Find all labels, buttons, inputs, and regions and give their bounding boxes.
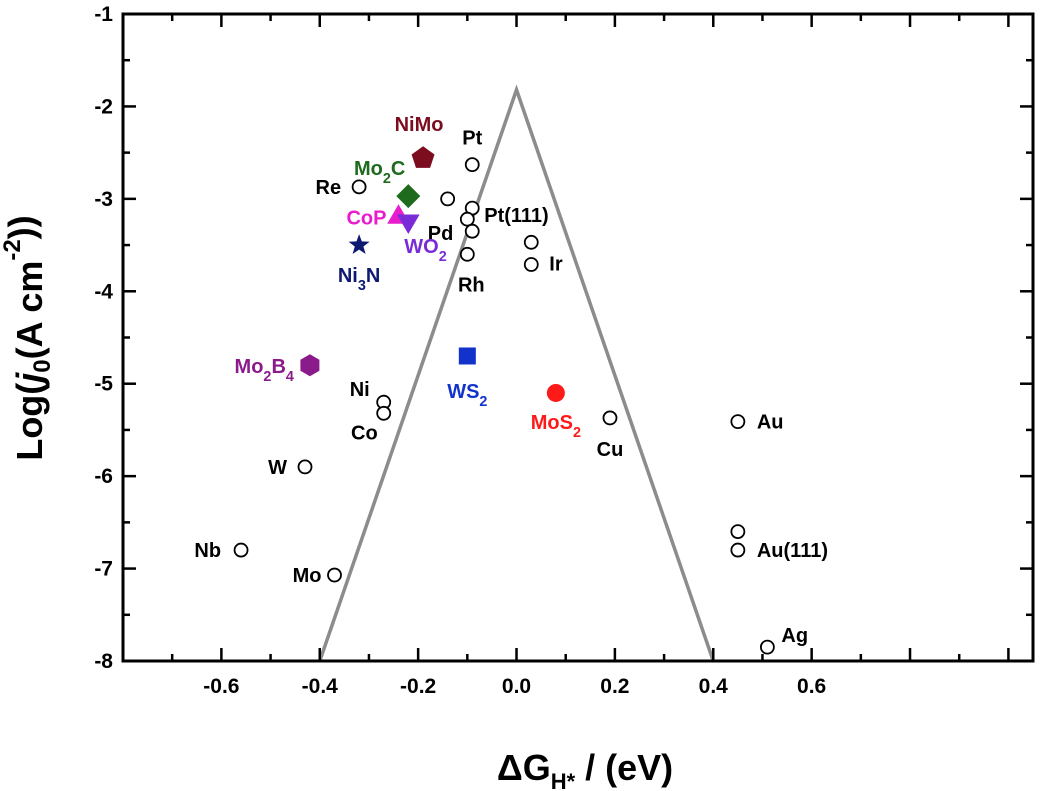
metal-label: Co [351,422,378,444]
x-tick-label: 0.0 [502,675,531,698]
points-layer [233,146,775,655]
metal-point [602,410,618,426]
compound-point [396,184,421,209]
metal-label: Ni [350,379,370,401]
y-tick-label: -6 [94,465,113,488]
metal-label: W [268,457,287,479]
metal-point [459,211,475,227]
y-tick-label: -2 [94,95,113,118]
metal-point [523,257,539,272]
compound-label: Mo2C [354,158,405,187]
compound-point [300,354,320,377]
metal-point [523,234,539,250]
x-tick-label: -0.6 [203,675,239,698]
x-tick-label: -0.2 [400,675,436,698]
volcano-line [318,84,715,661]
metal-label: Nb [194,540,221,562]
y-tick-label: -1 [94,3,113,26]
metal-label: Ir [549,253,563,275]
x-tick-label: 0.6 [797,675,826,698]
metal-point [233,542,249,558]
metal-point [440,191,456,207]
metal-point [730,542,746,558]
volcano-line-layer [318,84,715,661]
axes-layer: -0.6 -0.4 -0.2 0.0 0.2 0.4 0.6 -1 -2 -3 -4 -5 -6 -7 -8 [94,3,1035,698]
compound-label: WO2 [404,236,446,265]
y-tick-label: -8 [94,650,113,673]
metal-point [297,459,313,475]
metal-point [351,179,367,195]
labels-layer: Pt Re Pt(111) Pd Ir Rh Ni Co W Nb Mo Cu Au Au(111) Ag N… [194,114,828,647]
compound-label: WS2 [447,381,487,410]
compound-point [458,347,476,365]
y-tick-label: -5 [94,373,113,396]
metal-point [464,157,480,173]
compound-point [348,234,370,254]
metal-label: Au [757,412,784,434]
metal-point [759,639,775,655]
metal-point [327,567,342,583]
compound-label: NiMo [395,114,444,136]
metal-label: Cu [597,439,624,461]
compound-point [397,214,420,234]
compound-label: CoP [346,207,386,229]
compound-label: MoS2 [531,412,581,441]
metal-label: Pt [462,128,482,150]
metal-point [730,524,746,539]
metal-point [459,246,475,262]
compound-point [411,146,435,168]
metal-label: Pd [428,223,454,245]
metal-label: Au(111) [757,540,828,562]
metal-point [376,405,392,421]
y-tick-label: -3 [94,188,113,211]
x-tick-label: 0.4 [699,675,729,698]
compound-point [546,383,565,402]
metal-label: Re [316,177,342,199]
y-tick-label: -4 [94,280,113,303]
metal-label: Rh [458,274,485,296]
metal-label: Mo [293,565,322,587]
plot-frame [121,12,1035,663]
compound-label: Ni3N [338,265,380,294]
x-tick-label: 0.2 [600,675,629,698]
metal-label: Pt(111) [484,205,548,227]
x-axis-title: ΔGH* / (eV) [497,747,673,791]
x-tick-label: -0.4 [302,675,339,698]
metal-point [464,223,480,239]
y-tick-label: -7 [94,558,113,581]
metal-point [730,414,746,430]
metal-label: Ag [781,625,808,647]
compound-label: Mo2B4 [235,356,294,385]
y-axis-title: Log(j0(A cm-2)) [0,215,56,460]
